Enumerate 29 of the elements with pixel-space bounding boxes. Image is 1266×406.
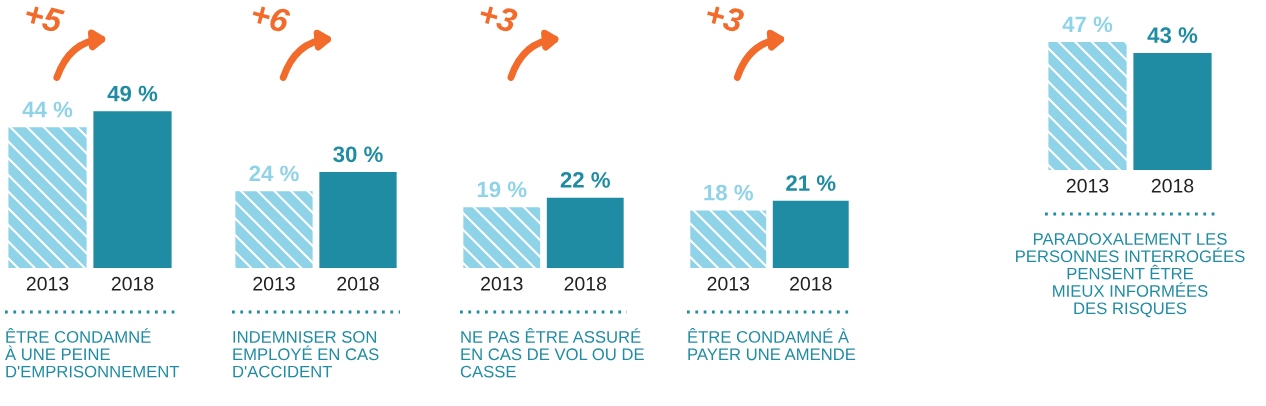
x-axis-title: ÊTRE CONDAMNÉ À PAYER UNE AMENDE [688,328,856,361]
data-label: 44 % [22,101,73,118]
text: +3 [704,1,746,34]
text: +3 [478,1,519,34]
data-label: 19 % [477,181,527,198]
x-tick-label: 2018 [1151,178,1194,193]
x-tick-label: 2013 [1066,178,1109,193]
x-tick-label: 2013 [481,276,523,291]
x-tick-label: 2018 [564,276,607,291]
data-label: 18 % [704,184,753,201]
x-tick-label: 2018 [111,276,154,291]
x-tick-label: 2013 [253,276,295,291]
x-axis-title: INDEMNISER SON EMPLOYÉ EN CAS D'ACCIDENT [233,331,379,378]
data-label: 30 % [333,146,383,163]
x-tick-label: 2013 [26,276,69,291]
x-axis-title: ÊTRE CONDAMNÉ À UNE PEINE D'EMPRISONNEMENT [5,328,180,378]
x-tick-label: 2013 [707,276,750,291]
x-tick-label: 2018 [790,276,832,291]
x-tick-label: 2018 [337,276,379,291]
x-axis-title: NE PAS ÊTRE ASSURÉ EN CAS DE VOL OU DE CASSE [460,328,644,378]
data-label: 43 % [1147,27,1198,44]
data-label: 21 % [786,175,836,191]
data-label: 24 % [249,165,299,182]
text: +5 [23,1,65,34]
data-label: 49 % [107,85,158,102]
data-label: 22 % [560,171,610,188]
text: +6 [250,1,292,34]
data-label: 47 % [1062,16,1113,33]
x-axis-title: PARADOXALEMENT LES PERSONNES INTERROGÉES PENSENT ÊTRE MIEUX INFORMÉES DES RISQUES [1016,233,1245,318]
